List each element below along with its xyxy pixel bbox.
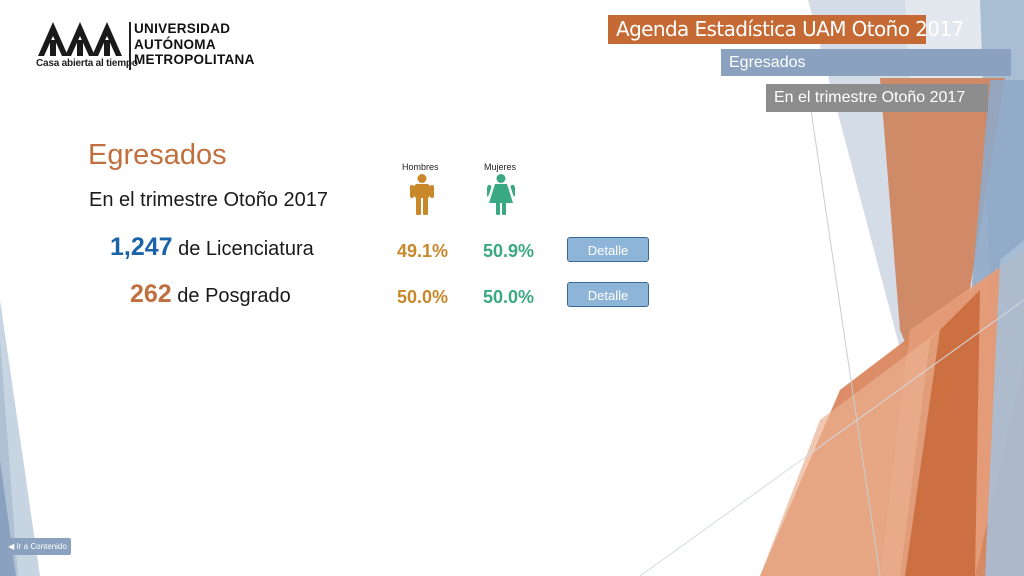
female-person-icon <box>487 174 515 215</box>
back-to-contents-button[interactable]: ◀ Ir a Contenido <box>4 538 71 555</box>
male-column-label: Hombres <box>402 162 439 172</box>
back-to-contents-label: Ir a Contenido <box>16 542 67 551</box>
posgrado-female-pct: 50.0% <box>483 287 535 307</box>
uam-logo-icon <box>38 22 122 56</box>
page-title: Egresados <box>88 139 227 171</box>
posgrado-count: 262 <box>130 280 172 308</box>
logo-university-name: UNIVERSIDAD AUTÓNOMA METROPOLITANA <box>134 21 255 68</box>
posgrado-detail-button[interactable]: Detalle <box>567 282 649 307</box>
licenciatura-count: 1,247 <box>110 233 173 261</box>
logo-name-line: UNIVERSIDAD <box>134 21 231 36</box>
licenciatura-stat: 1,247 de Licenciatura <box>110 233 314 262</box>
logo-tagline: Casa abierta al tiempo <box>36 58 138 69</box>
female-column-label: Mujeres <box>484 162 517 172</box>
licenciatura-detail-button[interactable]: Detalle <box>567 237 649 262</box>
posgrado-stat: 262 de Posgrado <box>130 280 291 309</box>
logo-name-line: AUTÓNOMA <box>134 36 216 52</box>
logo-divider <box>129 22 131 70</box>
university-logo: Casa abierta al tiempo UNIVERSIDAD AUTÓN… <box>36 20 254 72</box>
posgrado-male-pct: 50.0% <box>397 287 449 307</box>
header-period-label: En el trimestre Otoño 2017 <box>766 84 988 112</box>
posgrado-label: de Posgrado <box>177 285 291 307</box>
header-title: Agenda Estadística UAM Otoño 2017 <box>608 15 964 44</box>
logo-name-line: METROPOLITANA <box>134 52 255 67</box>
period-subtitle: En el trimestre Otoño 2017 <box>89 189 329 211</box>
male-person-icon <box>410 174 434 215</box>
header-section-label: Egresados <box>721 49 1011 76</box>
licenciatura-male-pct: 49.1% <box>397 241 449 261</box>
licenciatura-female-pct: 50.9% <box>483 241 535 261</box>
licenciatura-label: de Licenciatura <box>178 238 314 260</box>
caret-left-icon: ◀ <box>8 542 15 551</box>
